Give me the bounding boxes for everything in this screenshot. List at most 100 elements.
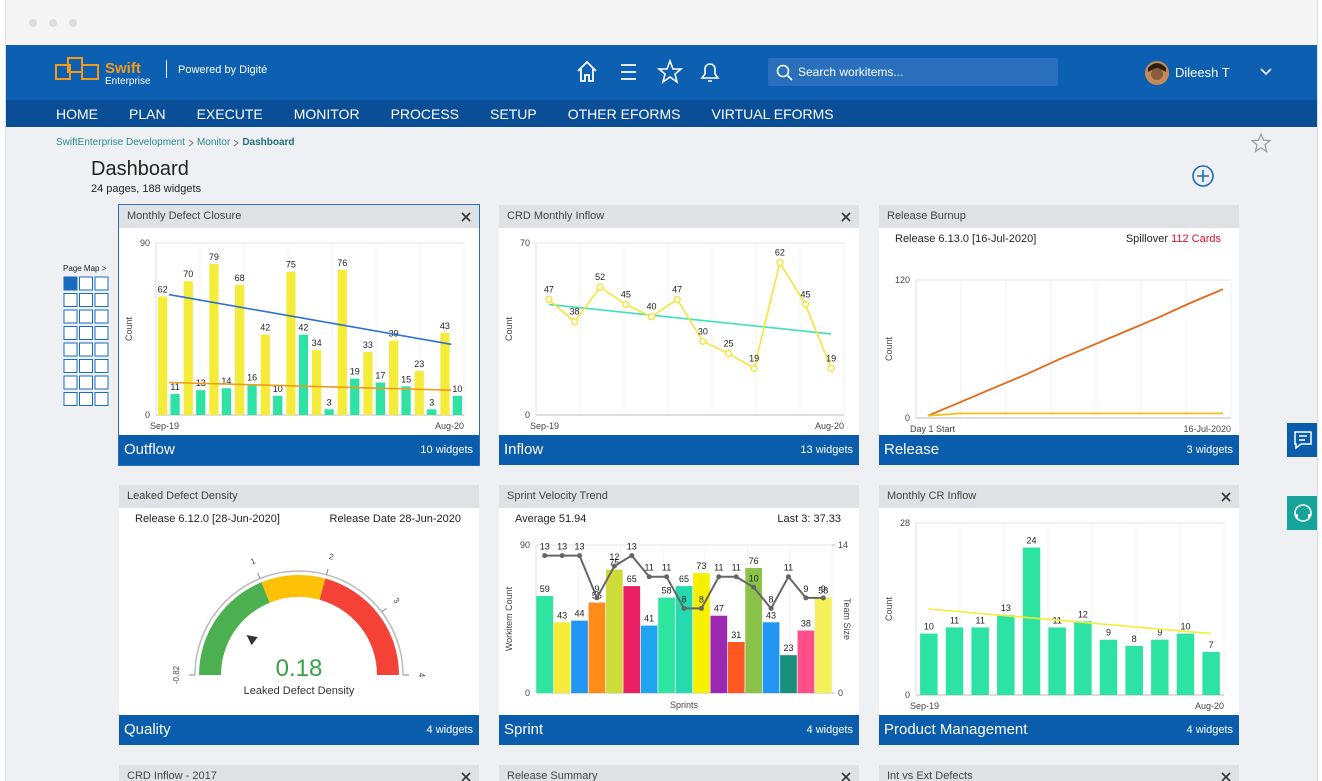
data-label: 76	[337, 258, 347, 268]
nav-item[interactable]: OTHER EFORMS	[567, 105, 681, 122]
page-map-cell[interactable]	[94, 293, 109, 307]
close-button[interactable]	[841, 772, 851, 781]
widget-title: CRD Monthly Inflow	[507, 210, 605, 222]
bar	[797, 630, 815, 693]
page-map-cell[interactable]	[94, 392, 109, 406]
widget-footer[interactable]: Release 3 widgets	[879, 435, 1239, 465]
widget-title: Sprint Velocity Trend	[507, 490, 608, 502]
header-icons[interactable]	[571, 57, 731, 87]
page-map-cell[interactable]	[63, 293, 78, 307]
gauge-tick	[325, 568, 329, 575]
page-map-cell[interactable]	[79, 392, 93, 406]
widget-header: Release Burnup	[879, 205, 1239, 228]
page-map-cell[interactable]	[79, 359, 93, 373]
page-map-cell[interactable]	[63, 359, 78, 373]
widget-footer[interactable]: Outflow 10 widgets	[119, 435, 479, 465]
breadcrumb-item[interactable]: SwiftEnterprise Development	[56, 137, 185, 148]
widget-header: Sprint Velocity Trend	[499, 485, 859, 508]
breadcrumb-separator	[188, 139, 194, 146]
page-map-cell[interactable]	[79, 309, 93, 324]
widget-footer[interactable]: Quality 4 widgets	[119, 715, 479, 745]
page-map-cell[interactable]	[94, 375, 109, 390]
point	[827, 364, 835, 373]
data-label: 12	[609, 552, 619, 562]
widget-count: 13 widgets	[800, 444, 853, 456]
page-map-cell[interactable]	[94, 309, 109, 324]
bar	[1151, 639, 1169, 695]
close-button[interactable]	[841, 212, 851, 222]
nav-item[interactable]: PLAN	[129, 105, 166, 122]
widget-footer[interactable]: Inflow 13 widgets	[499, 435, 859, 465]
user-name[interactable]: Dileesh T	[1175, 65, 1230, 80]
page-map-cell[interactable]	[79, 342, 93, 357]
widget-header: Leaked Defect Density	[119, 485, 479, 508]
bar	[588, 602, 606, 693]
widget: Release Summary	[499, 765, 859, 781]
nav-item[interactable]: HOME	[56, 105, 98, 122]
bar	[414, 371, 424, 415]
y-axis-label: Count	[884, 337, 894, 362]
bar	[710, 615, 728, 693]
data-label: 9	[803, 584, 808, 594]
close-button[interactable]	[461, 772, 471, 781]
close-icon	[461, 212, 471, 222]
nav-item[interactable]: EXECUTE	[196, 105, 263, 122]
close-button[interactable]	[1221, 492, 1231, 502]
page-map-cell[interactable]	[63, 276, 78, 291]
page-map-cell[interactable]	[79, 293, 93, 307]
breadcrumb-item[interactable]: Monitor	[196, 137, 231, 148]
nav-item[interactable]: PROCESS	[390, 105, 460, 122]
bar	[780, 655, 797, 693]
page-map-cell[interactable]	[94, 276, 109, 291]
nav-item[interactable]: MONITOR	[293, 105, 360, 122]
page-map-cell[interactable]	[63, 326, 78, 340]
widget-footer[interactable]: Product Management 4 widgets	[879, 715, 1239, 745]
user-menu-chevron[interactable]	[1259, 67, 1273, 77]
widget-footer[interactable]: Sprint 4 widgets	[499, 715, 859, 745]
y-tick-label: 0	[525, 688, 530, 698]
header: Swift Enterprise Powered by Digité Searc…	[6, 45, 1317, 100]
page-map-cell[interactable]	[63, 375, 78, 390]
data-label: 59	[540, 584, 550, 594]
chat-button[interactable]	[1287, 423, 1318, 457]
data-label: 13	[627, 542, 637, 552]
close-button[interactable]	[461, 212, 471, 222]
data-label: 11	[170, 382, 179, 392]
bar	[183, 281, 193, 415]
page-map-cell[interactable]	[63, 342, 78, 357]
point	[750, 364, 758, 373]
page-map[interactable]	[63, 276, 111, 408]
widget-count: 4 widgets	[426, 724, 473, 736]
nav-item[interactable]: SETUP	[490, 105, 537, 122]
y-tick-label: 70	[520, 238, 530, 248]
bar	[1176, 633, 1195, 695]
data-label: 31	[731, 630, 741, 640]
support-button[interactable]	[1287, 496, 1318, 530]
page-map-cell[interactable]	[79, 276, 93, 291]
page-map-cell[interactable]	[94, 326, 109, 340]
gauge-tick	[257, 572, 261, 579]
bar	[640, 625, 658, 693]
add-widget[interactable]	[1191, 164, 1215, 188]
data-label: 9	[821, 584, 826, 594]
page-map-cell[interactable]	[79, 375, 93, 390]
bar	[536, 595, 554, 693]
page-map-cell[interactable]	[63, 392, 78, 406]
close-button[interactable]	[1221, 772, 1231, 781]
page-map-cell[interactable]	[63, 309, 78, 324]
x-tick-label: Sep-19	[910, 701, 939, 711]
page-map-cell[interactable]	[94, 342, 109, 357]
page-map-cell[interactable]	[79, 326, 93, 340]
search-box[interactable]: Search workitems...	[768, 58, 1058, 86]
page-map-cell[interactable]	[94, 359, 109, 373]
chevron	[234, 139, 240, 146]
gauge-band	[261, 575, 326, 603]
powered-by: Powered by Digité	[178, 64, 268, 76]
nav-item[interactable]: VIRTUAL EFORMS	[711, 105, 834, 122]
window-bar	[6, 0, 1317, 45]
widget-chart: Release 6.12.0 [28-Jun-2020] Release Date…	[119, 508, 479, 715]
avatar[interactable]	[1144, 60, 1170, 86]
data-label: 13	[540, 542, 550, 552]
favorite-star[interactable]	[1250, 132, 1272, 154]
trend-line	[928, 608, 1212, 635]
